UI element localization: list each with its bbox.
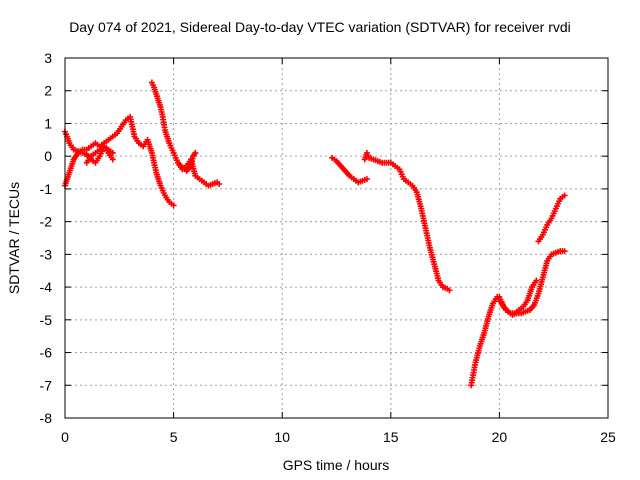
series-seg6: [329, 154, 370, 186]
x-tick-label: 0: [61, 429, 69, 445]
series-seg1: [62, 113, 177, 209]
series-seg5: [174, 149, 199, 174]
chart-title: Day 074 of 2021, Sidereal Day-to-day VTE…: [69, 19, 571, 35]
y-tick-label: -6: [40, 345, 53, 361]
y-tick-label: -7: [40, 377, 53, 393]
data-point: [192, 149, 199, 156]
data-point: [533, 277, 540, 284]
series-seg10: [535, 192, 568, 245]
series-seg7: [361, 149, 453, 294]
y-tick-label: -3: [40, 246, 53, 262]
x-tick-label: 20: [492, 429, 508, 445]
x-tick-label: 5: [170, 429, 178, 445]
data-point: [561, 248, 568, 255]
data-point: [216, 181, 223, 187]
data-point: [109, 156, 116, 163]
series-seg8: [468, 277, 540, 389]
y-tick-label: 3: [44, 50, 52, 66]
y-tick-label: 1: [44, 115, 52, 131]
y-tick-label: -2: [40, 214, 53, 230]
plot-frame: [64, 57, 609, 419]
y-tick-label: -8: [40, 410, 53, 426]
data-point: [446, 287, 453, 294]
data-point: [170, 202, 177, 209]
y-tick-label: 0: [44, 148, 52, 164]
series-seg9: [496, 248, 568, 318]
x-axis-label: GPS time / hours: [282, 457, 390, 473]
y-tick-label: -1: [40, 181, 53, 197]
x-tick-label: 10: [274, 429, 290, 445]
data-point: [363, 176, 370, 183]
x-tick-label: 25: [600, 429, 616, 445]
x-tick-label: 15: [383, 429, 399, 445]
data-point: [561, 192, 568, 199]
y-tick-label: -4: [40, 279, 53, 295]
series-seg4: [148, 79, 223, 189]
y-tick-label: -5: [40, 312, 53, 328]
series-seg3: [83, 143, 116, 166]
y-tick-label: 2: [44, 83, 52, 99]
